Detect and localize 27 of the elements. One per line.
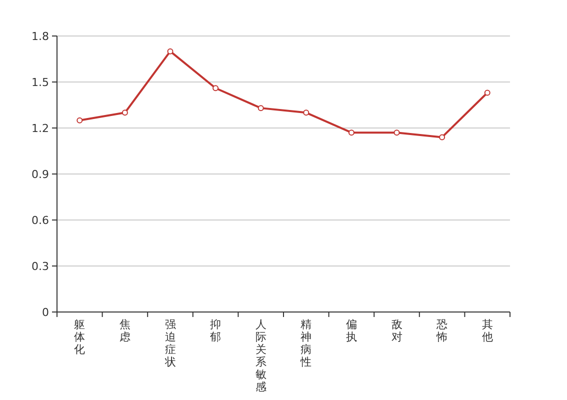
y-tick-label: 0: [42, 306, 49, 319]
y-tick-label: 0.9: [32, 168, 49, 181]
y-tick-label: 0.3: [32, 260, 49, 273]
x-tick-label: 人际关系敏感: [255, 318, 266, 394]
point: [484, 90, 490, 96]
y-tick-label: 0.6: [32, 214, 49, 227]
point: [212, 85, 219, 92]
point: [394, 130, 400, 136]
x-tick-label: 强迫症状: [164, 318, 176, 368]
point: [76, 117, 83, 124]
x-tick-label: 焦虑: [119, 318, 130, 344]
x-tick-label: 恐怖: [436, 318, 448, 344]
point: [303, 110, 310, 116]
y-tick-label: 1.5: [32, 76, 49, 89]
x-tick-label: 抑郁: [210, 318, 222, 344]
point: [122, 110, 128, 116]
x-tick-label: 偏执: [346, 318, 357, 344]
x-tick-label: 精神病性: [300, 318, 312, 368]
point: [258, 105, 264, 112]
x-tick-label: 躯体化: [74, 318, 86, 356]
y-tick-label: 1.2: [32, 122, 49, 135]
point: [439, 134, 446, 140]
point: [167, 48, 174, 54]
y-tick-label: 1.8: [32, 30, 49, 43]
point: [348, 130, 354, 136]
x-tick-label: 敌对: [391, 318, 402, 344]
x-tick-label: 其他: [482, 318, 493, 344]
